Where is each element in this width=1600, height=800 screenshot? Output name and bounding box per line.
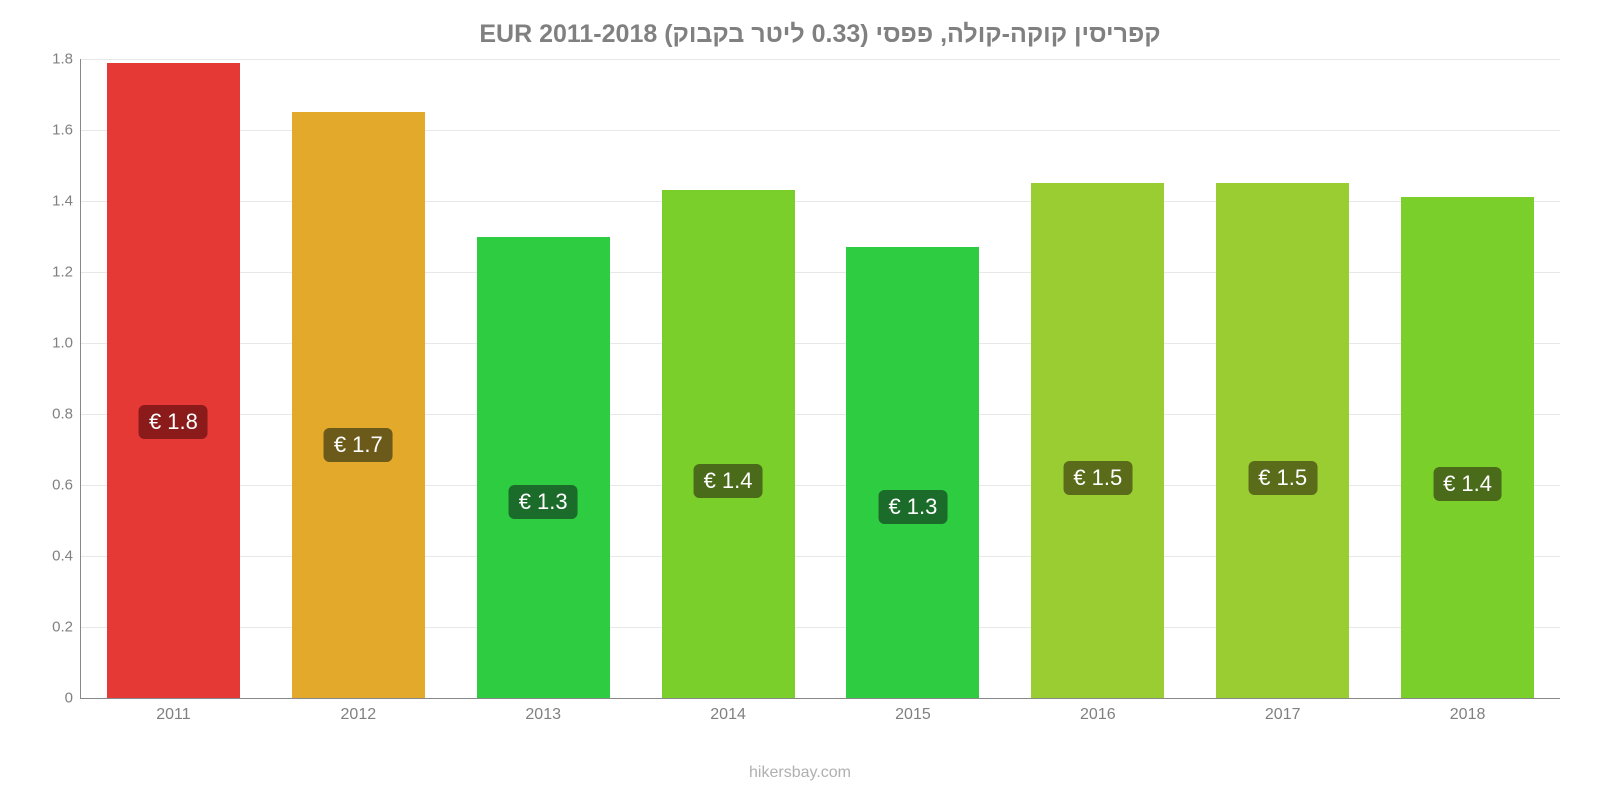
x-tick-label: 2013 xyxy=(525,698,561,724)
bar: € 1.7 xyxy=(292,112,425,698)
y-tick-label: 0.2 xyxy=(52,618,81,635)
x-tick-label: 2015 xyxy=(895,698,931,724)
bar: € 1.8 xyxy=(107,63,240,698)
x-tick-label: 2011 xyxy=(156,698,190,724)
bar-value-label: € 1.3 xyxy=(509,485,578,519)
bar-value-label: € 1.5 xyxy=(1248,461,1317,495)
x-tick-label: 2017 xyxy=(1265,698,1301,724)
bar-value-label: € 1.7 xyxy=(324,428,393,462)
bar: € 1.3 xyxy=(846,247,979,698)
chart-title: קפריסין קוקה-קולה, פפסי (0.33 ליטר בקבוק… xyxy=(80,20,1560,49)
bar: € 1.5 xyxy=(1216,183,1349,698)
y-tick-label: 1.0 xyxy=(52,334,81,351)
y-tick-label: 0 xyxy=(65,690,81,707)
bar: € 1.4 xyxy=(1401,197,1534,698)
bar-value-label: € 1.5 xyxy=(1063,461,1132,495)
y-tick-label: 1.2 xyxy=(52,264,81,281)
bar: € 1.5 xyxy=(1031,183,1164,698)
bar-value-label: € 1.3 xyxy=(878,490,947,524)
bar: € 1.3 xyxy=(477,237,610,699)
y-tick-label: 0.4 xyxy=(52,548,81,565)
bar-value-label: € 1.4 xyxy=(694,464,763,498)
bar-value-label: € 1.8 xyxy=(139,405,208,439)
x-tick-label: 2014 xyxy=(710,698,746,724)
bar-value-label: € 1.4 xyxy=(1433,467,1502,501)
bar: € 1.4 xyxy=(662,190,795,698)
y-tick-label: 1.8 xyxy=(52,51,81,68)
chart-container: קפריסין קוקה-קולה, פפסי (0.33 ליטר בקבוק… xyxy=(0,0,1600,800)
y-tick-label: 0.6 xyxy=(52,477,81,494)
y-tick-label: 0.8 xyxy=(52,406,81,423)
y-tick-label: 1.4 xyxy=(52,192,81,209)
grid-line xyxy=(81,59,1560,60)
x-tick-label: 2016 xyxy=(1080,698,1116,724)
x-tick-label: 2012 xyxy=(341,698,377,724)
y-tick-label: 1.6 xyxy=(52,121,81,138)
x-tick-label: 2018 xyxy=(1450,698,1486,724)
plot-area: 00.20.40.60.81.01.21.41.61.82011€ 1.8201… xyxy=(80,59,1560,699)
attribution: hikersbay.com xyxy=(749,764,851,782)
